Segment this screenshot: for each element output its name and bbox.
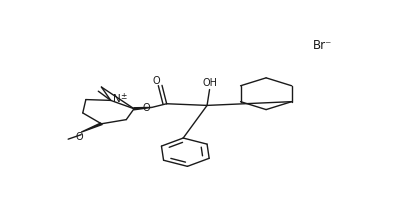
Polygon shape [134,107,152,110]
Text: O: O [143,103,150,113]
Text: N: N [113,94,121,104]
Text: O: O [153,76,160,86]
Text: Br⁻: Br⁻ [313,39,332,52]
Text: ±: ± [121,92,127,101]
Text: OH: OH [202,78,217,88]
Polygon shape [81,123,102,132]
Text: O: O [76,133,83,143]
